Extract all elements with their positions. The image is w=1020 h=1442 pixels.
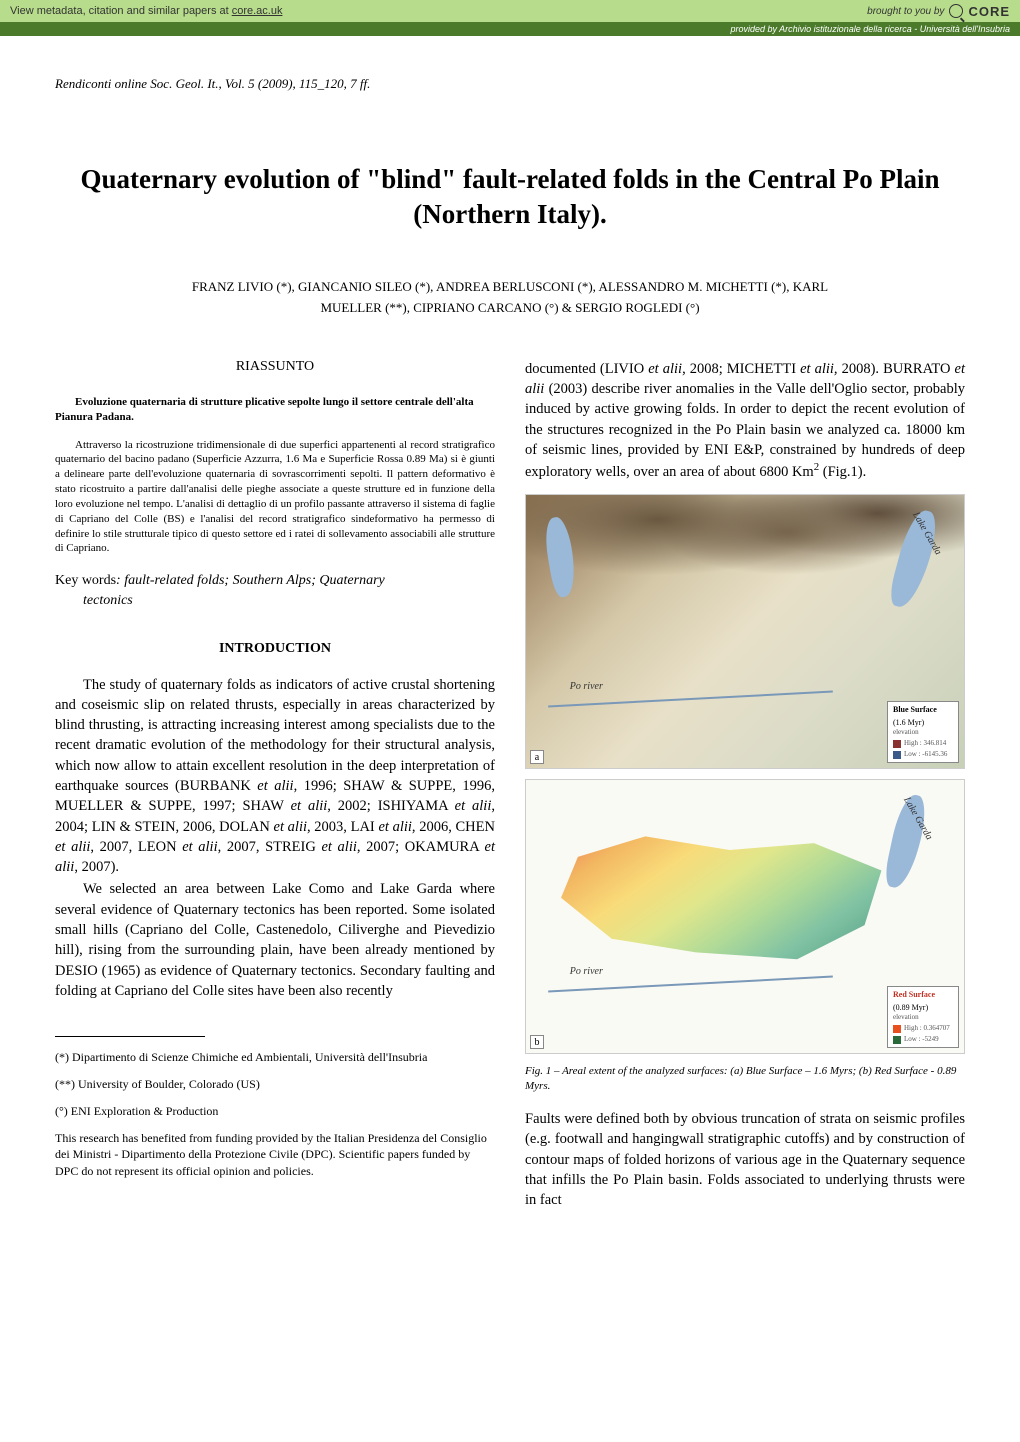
figure-1-caption: Fig. 1 – Areal extent of the analyzed su… xyxy=(525,1064,965,1094)
authors-line-1: FRANZ LIVIO (*), GIANCANIO SILEO (*), AN… xyxy=(192,279,828,294)
keywords-label: Key words xyxy=(55,573,116,588)
intro-para-1: The study of quaternary folds as indicat… xyxy=(55,675,495,878)
right-column: documented (LIVIO et alii, 2008; MICHETT… xyxy=(525,359,965,1213)
provider-banner: provided by Archivio istituzionale della… xyxy=(0,22,1020,36)
core-logo[interactable]: CORE xyxy=(968,4,1010,19)
page-content: Rendiconti online Soc. Geol. It., Vol. 5… xyxy=(0,36,1020,1243)
banner-text: View metadata, citation and similar pape… xyxy=(10,5,229,17)
map-a-corner-label: a xyxy=(530,750,544,764)
map-b-corner-label: b xyxy=(530,1035,544,1049)
left-column: RIASSUNTO Evoluzione quaternaria di stru… xyxy=(55,359,495,1213)
core-search-icon xyxy=(949,4,963,18)
legend-b-high: High : 0.364707 xyxy=(893,1024,953,1033)
footnotes-block: (*) Dipartimento di Scienze Chimiche ed … xyxy=(55,1036,495,1180)
map-a-legend: Blue Surface (1.6 Myr) elevation High : … xyxy=(887,701,959,763)
footnote-2: (**) University of Boulder, Colorado (US… xyxy=(55,1076,495,1093)
swatch-high-icon xyxy=(893,1025,901,1033)
two-column-layout: RIASSUNTO Evoluzione quaternaria di stru… xyxy=(55,359,965,1213)
banner-right: brought to you by CORE xyxy=(867,4,1010,19)
core-link[interactable]: core.ac.uk xyxy=(232,5,283,17)
provided-by-text: provided by xyxy=(730,24,777,34)
introduction-heading: INTRODUCTION xyxy=(55,641,495,657)
legend-b-age: (0.89 Myr) xyxy=(893,1003,953,1013)
authors-line-2: MUELLER (**), CIPRIANO CARCANO (°) & SER… xyxy=(320,300,699,315)
figure-1: Po river Lake Garda Blue Surface (1.6 My… xyxy=(525,494,965,1054)
keywords-block: Key words: fault-related folds; Southern… xyxy=(55,571,495,610)
legend-a-elev: elevation xyxy=(893,728,953,737)
provider-link[interactable]: Archivio istituzionale della ricerca - U… xyxy=(779,24,1010,34)
banner-left: View metadata, citation and similar pape… xyxy=(10,5,282,17)
legend-b-low: Low : -5249 xyxy=(893,1035,953,1044)
keywords-cont: tectonics xyxy=(55,591,495,611)
legend-b-title: Red Surface xyxy=(893,990,953,1000)
right-para-2: Faults were defined both by obvious trun… xyxy=(525,1109,965,1210)
paper-title: Quaternary evolution of "blind" fault-re… xyxy=(55,162,965,232)
authors-block: FRANZ LIVIO (*), GIANCANIO SILEO (*), AN… xyxy=(55,277,965,319)
riassunto-subtitle: Evoluzione quaternaria di strutture plic… xyxy=(55,395,495,426)
right-para-1: documented (LIVIO et alii, 2008; MICHETT… xyxy=(525,359,965,483)
legend-b-elev: elevation xyxy=(893,1013,953,1022)
swatch-low-icon xyxy=(893,1036,901,1044)
core-banner: View metadata, citation and similar pape… xyxy=(0,0,1020,22)
legend-a-low: Low : -6145.36 xyxy=(893,750,953,759)
map-b-legend: Red Surface (0.89 Myr) elevation High : … xyxy=(887,986,959,1048)
map-b-river-label: Po river xyxy=(570,966,603,977)
fig-caption-text: – Areal extent of the analyzed surfaces:… xyxy=(525,1065,956,1092)
footnote-1: (*) Dipartimento di Scienze Chimiche ed … xyxy=(55,1049,495,1066)
map-b: Po river Lake Garda Red Surface (0.89 My… xyxy=(525,779,965,1054)
swatch-low-icon xyxy=(893,751,901,759)
journal-reference: Rendiconti online Soc. Geol. It., Vol. 5… xyxy=(55,76,965,92)
legend-a-high: High : 346.814 xyxy=(893,739,953,748)
intro-para-2: We selected an area between Lake Como an… xyxy=(55,879,495,1001)
fig-number: Fig. 1 xyxy=(525,1065,551,1077)
riassunto-heading: RIASSUNTO xyxy=(55,359,495,375)
footnote-4: This research has benefited from funding… xyxy=(55,1130,495,1180)
legend-a-age: (1.6 Myr) xyxy=(893,718,953,728)
riassunto-body: Attraverso la ricostruzione tridimension… xyxy=(55,438,495,557)
legend-a-title: Blue Surface xyxy=(893,705,953,715)
keywords-text: : fault-related folds; Southern Alps; Qu… xyxy=(116,573,385,588)
map-a: Po river Lake Garda Blue Surface (1.6 My… xyxy=(525,494,965,769)
brought-by-text: brought to you by xyxy=(867,6,944,17)
footnote-3: (°) ENI Exploration & Production xyxy=(55,1103,495,1120)
map-a-river-label: Po river xyxy=(570,681,603,692)
footnote-separator xyxy=(55,1036,205,1037)
swatch-high-icon xyxy=(893,740,901,748)
